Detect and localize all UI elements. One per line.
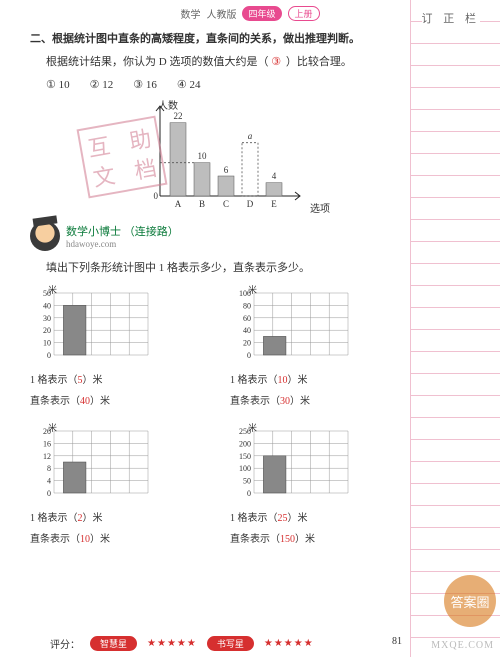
header-volume: 上册	[288, 6, 320, 21]
correction-column	[410, 0, 500, 657]
mini-chart-svg-3: 050100150200250米	[230, 423, 350, 503]
tutor-sub: hdawoye.com	[66, 239, 179, 249]
mini-bar-val-2: 直条表示（10）米	[30, 530, 180, 545]
correction-title: 订 正 栏	[422, 10, 481, 26]
header-edition: 人教版	[206, 6, 236, 21]
svg-text:0: 0	[47, 351, 51, 360]
bar-e-val: 4	[272, 171, 277, 181]
mini-per-grid-2: 1 格表示（2）米	[30, 509, 180, 524]
svg-text:E: E	[271, 199, 277, 209]
svg-text:B: B	[199, 199, 205, 209]
svg-text:60: 60	[243, 313, 251, 322]
answer-text: ③	[271, 56, 283, 68]
mini-charts-grid: 01020304050米1 格表示（5）米直条表示（40）米0204060801…	[30, 285, 400, 545]
stars-1: ★★★★★	[147, 638, 197, 649]
svg-text:0: 0	[47, 489, 51, 498]
y-axis-title: 人数	[158, 97, 178, 112]
option-1: ① 10	[46, 78, 70, 91]
svg-text:150: 150	[239, 451, 251, 460]
svg-text:米: 米	[248, 423, 257, 433]
page-number: 81	[392, 636, 402, 647]
x-axis-title: 选项	[310, 200, 330, 215]
svg-text:40: 40	[243, 326, 251, 335]
header-subject: 数学	[180, 6, 200, 21]
mini-chart-3: 050100150200250米1 格表示（25）米直条表示（150）米	[230, 423, 380, 545]
mini-chart-1: 020406080100米1 格表示（10）米直条表示（30）米	[230, 285, 380, 407]
svg-text:200: 200	[239, 439, 251, 448]
svg-text:100: 100	[239, 464, 251, 473]
mini-chart-svg-2: 048121620米	[30, 423, 150, 503]
tutor-label: 数学小博士	[66, 226, 121, 238]
option-2: ② 12	[90, 78, 114, 91]
mini-bar-val-0: 直条表示（40）米	[30, 392, 180, 407]
svg-text:20: 20	[43, 326, 51, 335]
svg-text:10: 10	[43, 338, 51, 347]
section-title: 二、根据统计图中直条的高矮程度，直条间的关系，做出推理判断。	[30, 30, 400, 46]
mini-chart-2: 048121620米1 格表示（2）米直条表示（10）米	[30, 423, 180, 545]
question-tail: ）比较合理。	[286, 56, 352, 68]
header-grade: 四年级	[242, 6, 281, 21]
svg-text:50: 50	[243, 476, 251, 485]
mini-bar-val-1: 直条表示（30）米	[230, 392, 380, 407]
svg-text:A: A	[175, 199, 182, 209]
options-row: ① 10 ② 12 ③ 16 ④ 24	[46, 78, 400, 91]
svg-text:米: 米	[248, 285, 257, 295]
svg-text:8: 8	[47, 464, 51, 473]
svg-text:米: 米	[48, 285, 57, 295]
mini-chart-0: 01020304050米1 格表示（5）米直条表示（40）米	[30, 285, 180, 407]
question-line: 根据统计结果，你认为 D 选项的数值大约是（ ③ ）比较合理。	[30, 54, 400, 72]
svg-text:4: 4	[47, 476, 51, 485]
stars-2: ★★★★★	[264, 638, 314, 649]
svg-text:80: 80	[243, 301, 251, 310]
option-4: ④ 24	[177, 78, 201, 91]
svg-text:米: 米	[48, 423, 57, 433]
footer: 评分： 智慧星 ★★★★★ 书写星 ★★★★★	[50, 636, 380, 651]
tutor-icon	[30, 221, 60, 251]
mini-chart-svg-1: 020406080100米	[230, 285, 350, 365]
svg-text:0: 0	[247, 351, 251, 360]
question-text: 根据统计结果，你认为 D 选项的数值大约是（	[46, 56, 268, 68]
main-chart-svg: 22 10 6 a 4 A B C D E 0	[120, 101, 310, 211]
score-label: 评分：	[50, 636, 80, 651]
prompt-text: 填出下列条形统计图中 1 格表示多少，直条表示多少。	[46, 259, 400, 275]
option-3: ③ 16	[133, 78, 157, 91]
bar-d-val: a	[248, 131, 253, 141]
mini-per-grid-0: 1 格表示（5）米	[30, 371, 180, 386]
svg-text:40: 40	[43, 301, 51, 310]
svg-text:D: D	[247, 199, 254, 209]
pill-wisdom: 智慧星	[90, 636, 137, 651]
tutor-note: （连接路）	[124, 226, 179, 238]
main-content: 二、根据统计图中直条的高矮程度，直条间的关系，做出推理判断。 根据统计结果，你认…	[30, 30, 400, 545]
svg-text:C: C	[223, 199, 229, 209]
svg-text:30: 30	[43, 313, 51, 322]
pill-writing: 书写星	[207, 636, 254, 651]
main-bar-chart: 人数 选项 22 10 6 a 4 A B C D E	[120, 101, 310, 211]
bar-c-val: 6	[224, 165, 229, 175]
bar-a-val: 22	[174, 111, 183, 121]
bar-b-val: 10	[198, 151, 208, 161]
svg-text:0: 0	[247, 489, 251, 498]
mini-chart-svg-0: 01020304050米	[30, 285, 150, 365]
mini-per-grid-3: 1 格表示（25）米	[230, 509, 380, 524]
mini-per-grid-1: 1 格表示（10）米	[230, 371, 380, 386]
svg-text:0: 0	[154, 191, 159, 201]
tutor-row: 数学小博士 （连接路） hdawoye.com	[30, 221, 400, 251]
svg-text:20: 20	[243, 338, 251, 347]
mini-bar-val-3: 直条表示（150）米	[230, 530, 380, 545]
svg-text:12: 12	[43, 451, 51, 460]
svg-text:16: 16	[43, 439, 51, 448]
